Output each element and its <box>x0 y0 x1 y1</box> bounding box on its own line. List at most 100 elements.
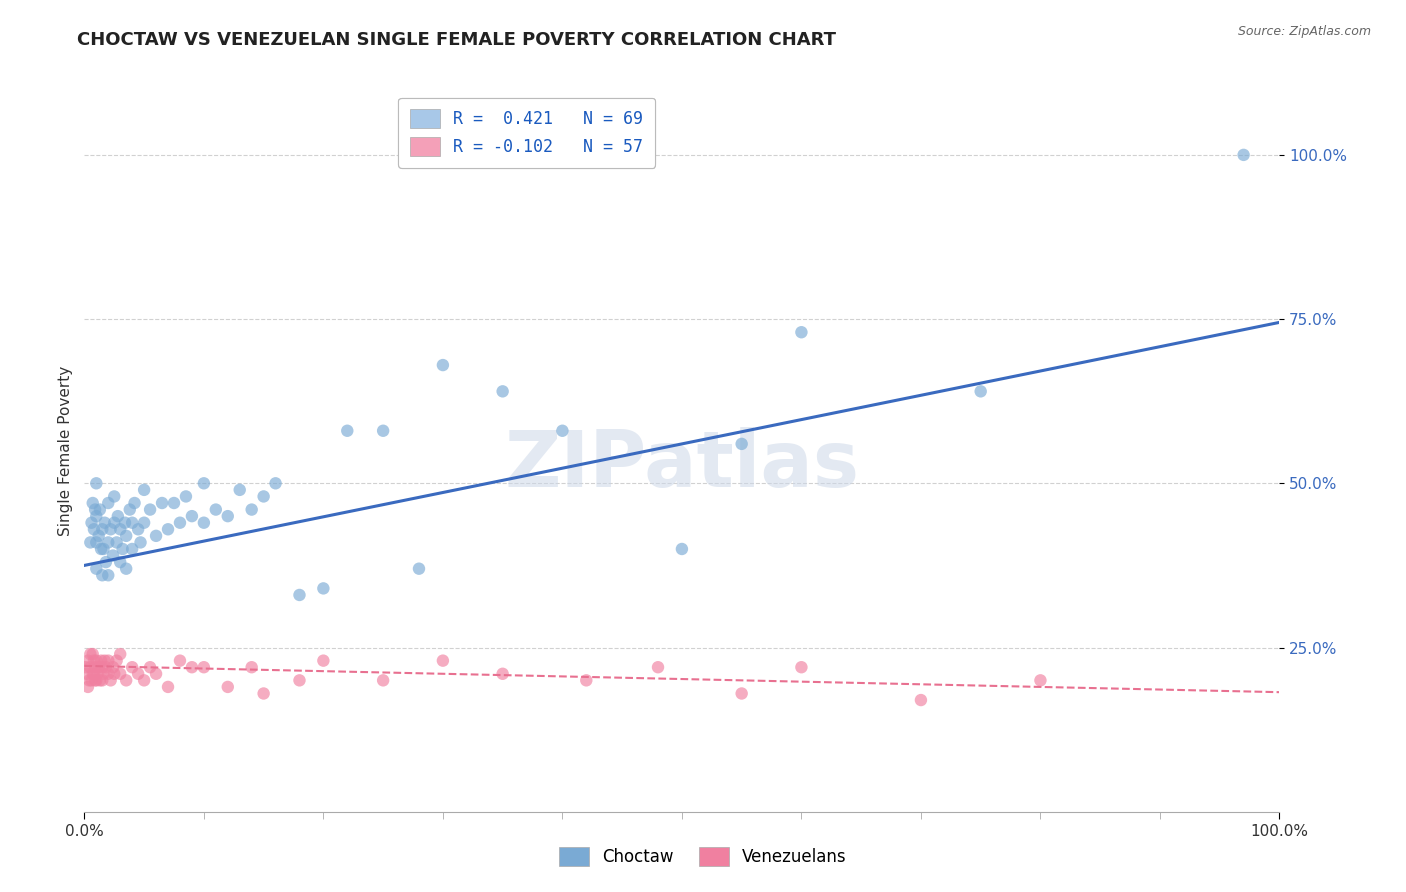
Point <box>91 660 114 674</box>
Point <box>575 673 598 688</box>
Point <box>181 509 204 524</box>
Point <box>86 476 108 491</box>
Point <box>1029 673 1052 688</box>
Point <box>87 660 110 674</box>
Point <box>97 568 120 582</box>
Point <box>671 541 693 556</box>
Point <box>253 490 276 504</box>
Point <box>551 424 574 438</box>
Point <box>93 666 115 681</box>
Point <box>91 568 114 582</box>
Point <box>1233 148 1256 162</box>
Point <box>127 666 149 681</box>
Point <box>103 666 125 681</box>
Point <box>731 686 754 700</box>
Point <box>101 660 124 674</box>
Point <box>163 496 186 510</box>
Point <box>132 483 156 497</box>
Point <box>93 541 115 556</box>
Point <box>82 496 104 510</box>
Point <box>100 522 122 536</box>
Point <box>217 680 239 694</box>
Point <box>145 666 167 681</box>
Point <box>79 660 101 674</box>
Point <box>193 516 215 530</box>
Point <box>77 680 100 694</box>
Point <box>181 660 204 674</box>
Point <box>432 654 454 668</box>
Point <box>91 522 114 536</box>
Point <box>111 541 134 556</box>
Point <box>336 424 359 438</box>
Point <box>76 666 98 681</box>
Text: ZIPatlas: ZIPatlas <box>505 427 859 503</box>
Point <box>97 654 120 668</box>
Point <box>169 516 191 530</box>
Point <box>114 516 136 530</box>
Point <box>910 693 932 707</box>
Point <box>93 654 115 668</box>
Point <box>86 673 108 688</box>
Point <box>150 496 173 510</box>
Point <box>87 529 110 543</box>
Point <box>105 654 128 668</box>
Point <box>80 516 103 530</box>
Point <box>110 555 132 569</box>
Point <box>83 654 105 668</box>
Point <box>139 502 162 516</box>
Point <box>107 509 129 524</box>
Point <box>193 660 215 674</box>
Point <box>105 535 128 549</box>
Point <box>492 384 515 399</box>
Point <box>145 529 167 543</box>
Point <box>110 666 132 681</box>
Point <box>103 490 125 504</box>
Point <box>121 516 143 530</box>
Point <box>127 522 149 536</box>
Point <box>89 502 111 516</box>
Point <box>77 654 100 668</box>
Point <box>79 535 101 549</box>
Point <box>129 535 152 549</box>
Point <box>86 654 108 668</box>
Point <box>970 384 993 399</box>
Point <box>124 496 146 510</box>
Point <box>86 535 108 549</box>
Point <box>169 654 191 668</box>
Point <box>240 660 263 674</box>
Text: Source: ZipAtlas.com: Source: ZipAtlas.com <box>1237 25 1371 38</box>
Point <box>132 516 156 530</box>
Point <box>115 529 138 543</box>
Point <box>86 666 108 681</box>
Point <box>84 673 107 688</box>
Point <box>79 647 101 661</box>
Point <box>408 562 430 576</box>
Point <box>90 541 112 556</box>
Point <box>288 588 311 602</box>
Point <box>121 660 143 674</box>
Point <box>121 541 143 556</box>
Point <box>157 522 180 536</box>
Point <box>193 476 215 491</box>
Point <box>94 555 117 569</box>
Point <box>132 673 156 688</box>
Point <box>97 535 120 549</box>
Point <box>253 686 276 700</box>
Point <box>288 673 311 688</box>
Point <box>373 424 395 438</box>
Point <box>312 582 335 596</box>
Text: CHOCTAW VS VENEZUELAN SINGLE FEMALE POVERTY CORRELATION CHART: CHOCTAW VS VENEZUELAN SINGLE FEMALE POVE… <box>77 31 837 49</box>
Point <box>174 490 197 504</box>
Point <box>110 647 132 661</box>
Point <box>264 476 287 491</box>
Point <box>82 666 104 681</box>
Point <box>82 647 104 661</box>
Point <box>312 654 335 668</box>
Point <box>97 496 120 510</box>
Point <box>139 660 162 674</box>
Point <box>75 660 97 674</box>
Point <box>115 673 138 688</box>
Point <box>89 673 111 688</box>
Point <box>229 483 252 497</box>
Point <box>790 660 813 674</box>
